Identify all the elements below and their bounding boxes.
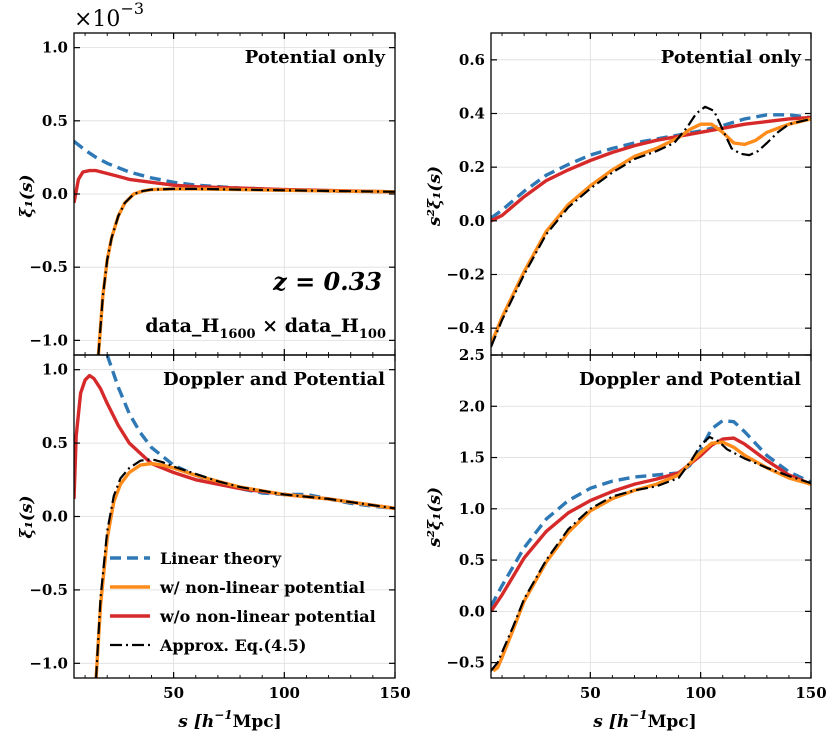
xtick-label: 100: [269, 684, 300, 702]
ytick-label: 0.0: [459, 602, 485, 620]
ytick-label: 1.0: [42, 361, 68, 379]
ylabel-top-right: s²ξ₁(s): [425, 166, 445, 227]
ylabel-bottom-left: ξ₁(s): [17, 495, 37, 538]
xlabel-left: s [h−1Mpc]: [177, 708, 281, 732]
series-line-without_nl: [74, 168, 395, 204]
ytick-label: 2.0: [459, 397, 485, 415]
ytick-label: 1.0: [42, 39, 68, 57]
cross-correlation-annotation: data_H1600 × data_H100: [145, 315, 386, 342]
series-group: [491, 105, 811, 348]
panel-top-left: −1.0 −0.5 0.0 0.5 1.0 Potential only: [29, 32, 396, 356]
ytick-label: 0.5: [42, 112, 68, 130]
legend-entry-linear: Linear theory: [110, 549, 282, 568]
legend-label: w/ non-linear potential: [159, 578, 365, 597]
series-line-linear: [491, 418, 811, 608]
xtick-label: 150: [795, 684, 826, 702]
scale-factor-label: ×10−3: [74, 0, 144, 32]
series-line-with_nl: [491, 117, 811, 345]
ytick-label: −0.2: [446, 266, 485, 284]
panel-title: Doppler and Potential: [163, 369, 385, 390]
ytick-label: −1.0: [29, 654, 68, 672]
ylabel-top-left: ξ₁(s): [17, 174, 37, 217]
legend: Linear theory w/ non-linear potential w/o …: [110, 549, 376, 655]
panel-bottom-left: 50 100 150 −1.0 −0.5 0.0 0.5 1.0 Doppler and Pot…: [29, 354, 411, 702]
series-group: [491, 418, 811, 673]
ytick-label: 0.0: [459, 212, 485, 230]
series-line-linear: [491, 113, 811, 220]
ytick-label: 0.0: [42, 185, 68, 203]
legend-entry-approx: Approx. Eq.(4.5): [110, 636, 307, 655]
ytick-label: 0.0: [42, 508, 68, 526]
panel-title: Doppler and Potential: [579, 369, 801, 390]
legend-label: Linear theory: [160, 549, 282, 568]
series-line-approx: [95, 458, 395, 678]
ytick-label: 0.2: [459, 158, 485, 176]
legend-label: Approx. Eq.(4.5): [159, 636, 307, 655]
xlabel-right: s [h−1Mpc]: [592, 708, 696, 732]
panel-title: Potential only: [661, 47, 802, 68]
ytick-label: 0.5: [459, 551, 485, 569]
plot-frame: [490, 354, 812, 679]
ytick-label: −0.5: [446, 654, 485, 672]
ytick-label: −0.5: [29, 258, 68, 276]
legend-entry-with_nl: w/ non-linear potential: [110, 578, 365, 597]
legend-entry-without_nl: w/o non-linear potential: [110, 607, 376, 626]
series-line-approx: [491, 435, 811, 672]
series-line-approx: [491, 105, 811, 348]
legend-label: w/o non-linear potential: [159, 607, 376, 626]
series-line-approx: [97, 187, 395, 355]
ytick-label: −0.5: [29, 581, 68, 599]
series-line-without_nl: [491, 436, 811, 613]
xtick-label: 50: [580, 684, 601, 702]
ytick-label: 2.5: [459, 346, 485, 364]
xtick-label: 100: [685, 684, 716, 702]
series-line-with_nl: [492, 440, 811, 673]
xtick-label: 50: [163, 684, 184, 702]
series-line-linear: [74, 139, 395, 194]
xtick-label: 150: [379, 684, 410, 702]
panel-top-right: −0.4 −0.2 0.0 0.2 0.4 0.6 Potential only: [446, 32, 812, 356]
ytick-label: 0.5: [42, 434, 68, 452]
redshift-annotation: z = 0.33: [272, 267, 382, 296]
ylabel-bottom-right: s²ξ₁(s): [425, 487, 445, 548]
ytick-label: −0.4: [446, 319, 485, 337]
series-line-without_nl: [491, 115, 811, 223]
ytick-label: 1.0: [459, 500, 485, 518]
ytick-label: −1.0: [29, 331, 68, 349]
series-group: [74, 355, 395, 678]
ytick-label: 1.5: [459, 449, 485, 467]
ytick-label: 0.6: [459, 51, 485, 69]
series-group: [74, 139, 395, 355]
panel-title: Potential only: [245, 47, 386, 68]
plot-frame: [490, 32, 812, 356]
panel-bottom-right: 50 100 150 −0.5 0.0 0.5 1.0 1.5 2.0 2.5 Doppler an…: [446, 346, 826, 702]
ytick-label: 0.4: [459, 105, 485, 123]
